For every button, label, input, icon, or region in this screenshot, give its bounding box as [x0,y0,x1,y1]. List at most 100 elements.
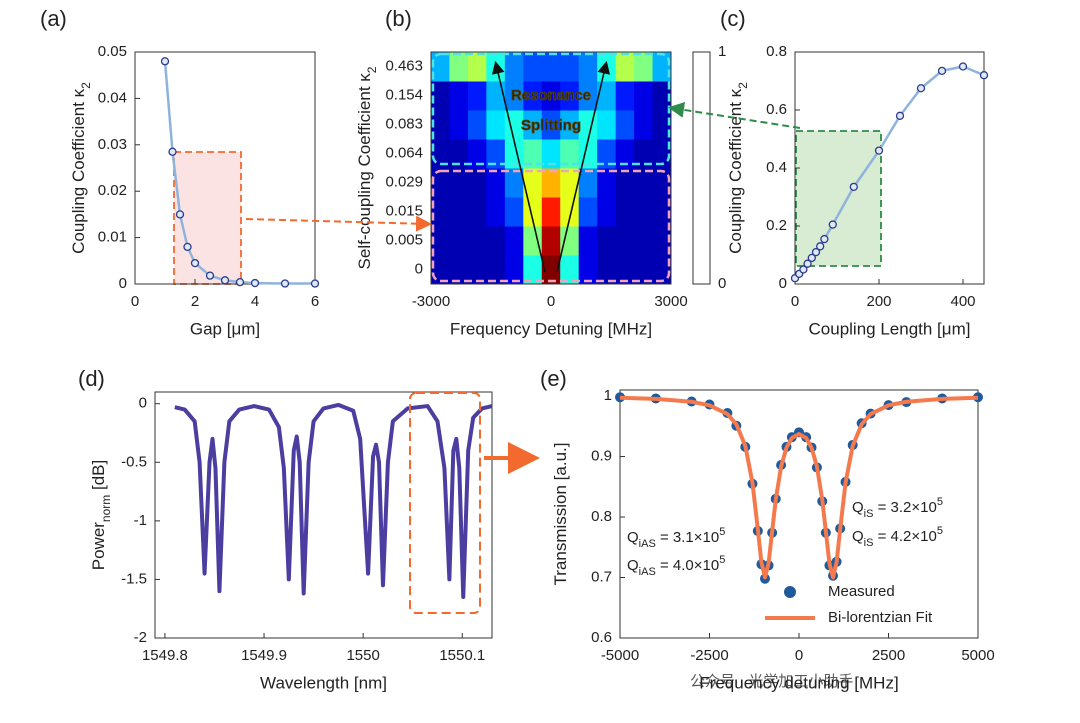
y-axis-label-sub: norm [99,495,113,522]
heatmap-cell [541,255,561,285]
data-point [874,146,884,155]
heatmap-cell [486,81,506,111]
heatmap-cell [467,52,487,82]
heatmap-cell [504,110,524,140]
heatmap-cell [504,197,524,227]
heatmap-cell [578,81,598,111]
x-tick-label: 1550.1 [439,647,485,664]
x-tick-label: 1549.9 [241,647,287,664]
q-annotation: QiAS = 4.0×105 [627,554,725,578]
x-tick-label: -2500 [690,647,728,664]
x-tick-label: 2500 [872,647,905,664]
heatmap-cell [615,52,635,82]
heatmap-cell [467,255,487,285]
heatmap-cell [652,52,672,82]
heatmap-cell [431,197,450,227]
q-symbol: Q [852,528,864,545]
heatmap-cell [431,110,450,140]
y-tick-label: 0 [415,260,423,277]
heatmap-cell [449,139,469,169]
y-tick-label: 0.02 [98,182,127,199]
x-tick-label: 6 [311,293,319,310]
y-axis-label-sub: 2 [365,66,379,73]
background-annotations [173,130,882,285]
data-point [820,234,829,244]
heatmap-cell [615,139,635,169]
y-tick-label: 0.6 [766,101,787,118]
q-annotation: QiS = 4.2×105 [852,525,943,549]
heatmap-cell [467,139,487,169]
heatmap-cell [486,255,506,285]
q-value: = 3.1×10 [656,529,719,546]
y-tick-label: 0.04 [98,89,127,106]
heatmap-cell [523,255,543,285]
legend-swatch [784,586,796,598]
data-point [235,277,245,287]
q-value: = 3.2×10 [873,499,936,516]
panel-label: (c) [720,6,746,31]
heatmap-cell [652,226,672,256]
q-value: = 4.2×10 [873,528,936,545]
heatmap-cell [597,255,617,285]
q-sup: 5 [937,496,943,508]
data-point [803,259,812,268]
y-tick-label: 0.4 [766,159,787,176]
highlight-region [173,151,242,285]
heatmap-cell [634,110,654,140]
heatmap-cell [504,52,524,82]
heatmap-cell [523,197,543,227]
panel-label: (d) [78,366,105,391]
heatmap-cell [560,110,580,140]
y-tick-label: -1.5 [121,570,147,587]
heatmap-cell [523,168,543,198]
heatmap-cell [467,197,487,227]
x-tick-label: 400 [950,293,975,310]
x-axis-label: Coupling Length [μm] [809,319,971,338]
q-annotation: QiS = 3.2×105 [852,496,943,520]
heatmap-cell [597,139,617,169]
heatmap-cell [634,168,654,198]
heatmap-cell [486,110,506,140]
heatmap-cell [449,110,469,140]
heatmap-cell [560,81,580,111]
heatmap-cell [449,81,469,111]
data-point [280,279,290,288]
y-axis-label: Transmission [a.u.] [551,443,570,586]
data-point [807,253,816,263]
y-tick-label: -1 [134,512,147,529]
q-sub: iAS [639,566,656,578]
zoom-box [409,392,481,614]
heatmap-cell [449,168,469,198]
x-axis-label: Gap [μm] [190,319,260,338]
heatmap-cell [523,110,543,140]
heatmap-cell [652,139,672,169]
heatmap-cell [578,226,598,256]
y-tick-label: 0.6 [591,629,612,646]
x-tick-label: 3000 [654,293,687,310]
heatmap-cell [615,168,635,198]
heatmap-cell [541,52,561,82]
heatmap-cell [541,168,561,198]
heatmap-cell [449,255,469,285]
heatmap-cell [523,81,543,111]
heatmap-cell [634,52,654,82]
y-axis-label-text: Power [89,522,108,571]
y-tick-label: 0 [139,395,147,412]
heatmap-cell [597,81,617,111]
heatmap-cell [504,255,524,285]
heatmap-cell [597,52,617,82]
watermark: 公众号 · 光学加工小助手 [690,673,853,690]
heatmap-cell [634,81,654,111]
heatmap-cell [523,52,543,82]
heatmap-cell [486,226,506,256]
y-tick-label: 0.9 [591,448,612,465]
data-point [310,279,320,288]
data-line [619,395,979,580]
q-sup: 5 [937,525,943,537]
heatmap-cell [652,197,672,227]
heatmap-cell [652,110,672,140]
y-axis-label-text: Self-coupling Coefficient κ [355,73,374,270]
x-tick-label: 0 [795,647,803,664]
q-sub: iS [864,537,874,549]
